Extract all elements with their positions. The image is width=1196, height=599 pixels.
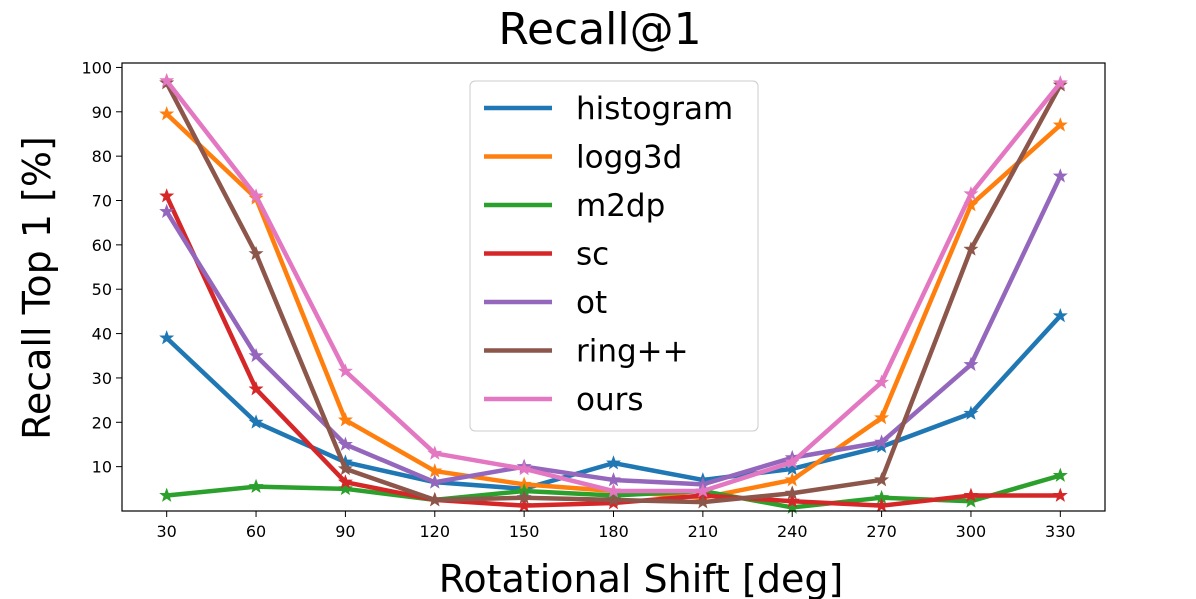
legend-label-m2dp: m2dp: [576, 188, 665, 224]
data-point-histogram: [248, 414, 264, 429]
data-point-ours: [159, 72, 175, 88]
data-point-ringplusplus: [516, 489, 532, 505]
legend: histogram logg3d m2dp sc ot ring++ ours: [469, 80, 759, 432]
legend-label-histogram: histogram: [576, 91, 733, 127]
data-point-logg3d: [159, 106, 175, 121]
data-point-ot: [337, 436, 353, 451]
data-point-m2dp: [337, 480, 353, 496]
data-point-ot: [427, 474, 443, 489]
data-point-histogram: [784, 460, 800, 476]
data-point-ours: [427, 445, 443, 460]
data-point-sc: [337, 474, 353, 489]
data-point-ot: [963, 356, 979, 371]
data-point-ringplusplus: [963, 241, 979, 256]
data-point-ours: [606, 483, 621, 498]
data-point-ours: [784, 454, 800, 469]
y-tick-label: 100: [81, 58, 112, 77]
data-point-histogram: [606, 455, 621, 470]
data-point-logg3d: [427, 463, 443, 478]
y-tick-label: 60: [92, 236, 112, 255]
data-point-sc: [963, 487, 979, 502]
data-point-ringplusplus: [427, 492, 443, 507]
data-point-sc: [874, 497, 890, 513]
data-point-sc: [1052, 487, 1068, 502]
axis-ticks: 30 60 90 120 150 180 210 240 270 300 330 10 20 30 40 50…: [81, 58, 1075, 541]
y-tick-label: 50: [92, 280, 112, 299]
data-point-ringplusplus: [695, 494, 711, 509]
data-point-sc: [248, 381, 264, 396]
legend-label-ours: ours: [576, 382, 644, 418]
legend-label-ringplusplus: ring++: [576, 334, 689, 370]
data-point-ringplusplus: [337, 460, 353, 476]
x-tick-label: 90: [335, 522, 355, 541]
x-tick-label: 150: [509, 522, 540, 541]
y-tick-label: 40: [92, 325, 112, 344]
x-tick-label: 330: [1045, 522, 1076, 541]
data-point-ours: [337, 363, 353, 378]
data-point-ot: [606, 472, 621, 487]
data-point-sc: [159, 188, 175, 203]
data-point-m2dp: [963, 493, 979, 508]
data-point-ringplusplus: [606, 492, 621, 507]
data-point-ot: [159, 203, 175, 218]
x-tick-label: 180: [598, 522, 629, 541]
x-tick-label: 240: [777, 522, 808, 541]
data-point-logg3d: [874, 409, 890, 425]
y-tick-label: 80: [92, 147, 112, 166]
x-tick-label: 120: [419, 522, 450, 541]
data-point-ot: [248, 347, 264, 363]
series-ours: [159, 72, 1068, 498]
data-point-ours: [516, 460, 532, 476]
data-point-ours: [248, 188, 264, 203]
y-tick-label: 70: [92, 192, 112, 211]
data-point-ringplusplus: [784, 485, 800, 500]
data-point-histogram: [159, 330, 175, 345]
data-point-histogram: [1052, 307, 1068, 323]
x-tick-label: 60: [246, 522, 266, 541]
data-point-m2dp: [159, 487, 175, 502]
y-tick-label: 10: [92, 458, 112, 477]
y-axis-label: Recall Top 1 [%]: [15, 136, 59, 440]
data-point-logg3d: [1052, 117, 1068, 132]
data-point-logg3d: [337, 412, 353, 427]
legend-label-logg3d: logg3d: [576, 140, 682, 176]
y-tick-label: 20: [92, 413, 112, 432]
data-point-ringplusplus: [248, 245, 264, 261]
data-point-ot: [874, 434, 890, 449]
legend-label-sc: sc: [576, 237, 609, 273]
data-point-histogram: [963, 405, 979, 420]
data-point-sc: [784, 493, 800, 508]
data-point-sc: [516, 497, 532, 513]
data-point-logg3d: [784, 472, 800, 487]
data-point-ot: [1052, 168, 1068, 183]
legend-box: [469, 80, 759, 432]
data-point-ringplusplus: [874, 472, 890, 487]
data-point-ours: [874, 374, 890, 389]
x-tick-label: 270: [866, 522, 897, 541]
y-tick-label: 30: [92, 369, 112, 388]
data-point-m2dp: [248, 478, 264, 493]
data-point-m2dp: [784, 499, 800, 514]
data-point-ours: [963, 185, 979, 201]
data-point-m2dp: [1052, 467, 1068, 482]
chart-title: Recall@1: [498, 4, 701, 55]
x-axis-label: Rotational Shift [deg]: [439, 557, 844, 599]
y-tick-label: 90: [92, 103, 112, 122]
plot-area: [159, 72, 1068, 514]
legend-label-ot: ot: [576, 285, 607, 321]
x-tick-label: 30: [157, 522, 177, 541]
data-point-ours: [1052, 75, 1068, 90]
x-tick-label: 210: [688, 522, 719, 541]
x-tick-label: 300: [956, 522, 987, 541]
data-point-ours: [695, 483, 711, 498]
